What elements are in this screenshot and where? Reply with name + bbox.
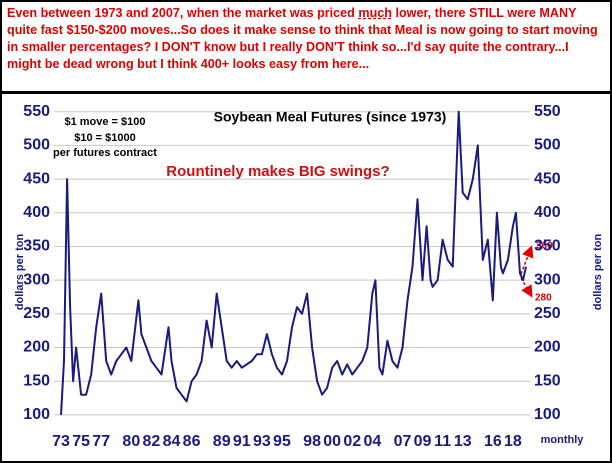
price-line — [60, 110, 527, 415]
y-tick-label: 400 — [23, 204, 50, 221]
annotation: $1 move = $100 — [64, 116, 145, 128]
y-tick-label: 400 — [534, 204, 561, 221]
y-tick-label: 100 — [534, 406, 561, 423]
x-tick-label: 80 — [122, 433, 140, 450]
y-tick-label: 200 — [23, 339, 50, 356]
y-tick-label: 450 — [534, 170, 561, 187]
y-tick-label: 350 — [23, 238, 50, 255]
note-text: lower, there STILL were MANY quite fast … — [7, 6, 598, 71]
y-tick-label: 250 — [23, 305, 50, 322]
x-tick-label: 04 — [363, 433, 381, 450]
x-tick-label: 13 — [454, 433, 472, 450]
y-tick-label: 150 — [534, 372, 561, 389]
y-tick-label: 450 — [23, 170, 50, 187]
x-tick-label: 73 — [52, 433, 70, 450]
x-tick-label: 89 — [213, 433, 231, 450]
annotation: 360 — [536, 241, 553, 252]
x-tick-label: 00 — [323, 433, 341, 450]
x-tick-label: 77 — [92, 433, 110, 450]
x-tick-label: 86 — [183, 433, 201, 450]
annotation: per futures contract — [53, 147, 157, 159]
note-text: Even between 1973 and 2007, when the mar… — [7, 6, 359, 20]
x-tick-label: 09 — [414, 433, 432, 450]
note-emphasis: much — [358, 6, 392, 20]
x-tick-label: 75 — [72, 433, 90, 450]
x-tick-label: 93 — [253, 433, 271, 450]
x-tick-label: 16 — [484, 433, 502, 450]
y-tick-label: 500 — [23, 137, 50, 154]
x-tick-label: 18 — [504, 433, 522, 450]
y-axis-label: dollars per ton — [14, 234, 26, 311]
x-tick-label: 11 — [434, 433, 451, 450]
chart-title: Soybean Meal Futures (since 1973) — [214, 109, 447, 125]
x-axis-label: monthly — [541, 434, 585, 446]
y-tick-label: 300 — [534, 271, 561, 288]
x-tick-label: 02 — [343, 433, 361, 450]
commentary: Even between 1973 and 2007, when the mar… — [2, 2, 610, 94]
annotation: $10 = $1000 — [74, 132, 135, 144]
x-tick-label: 84 — [163, 433, 181, 450]
y-tick-label: 550 — [534, 103, 561, 120]
x-tick-label: 82 — [143, 433, 161, 450]
x-tick-label: 07 — [394, 433, 412, 450]
y-tick-label: 350 — [534, 238, 561, 255]
y-tick-label: 550 — [23, 103, 50, 120]
x-tick-label: 98 — [303, 433, 321, 450]
annotation: 280 — [535, 293, 552, 304]
y-tick-label: 150 — [23, 372, 50, 389]
x-tick-label: 95 — [273, 433, 291, 450]
x-tick-label: 91 — [233, 433, 251, 450]
annotation: Rountinely makes BIG swings? — [166, 163, 389, 180]
y-axis-label: dollars per ton — [592, 234, 604, 311]
y-tick-label: 300 — [23, 271, 50, 288]
y-tick-label: 200 — [534, 339, 561, 356]
y-tick-label: 250 — [534, 305, 561, 322]
arrow — [520, 277, 533, 298]
y-tick-label: 100 — [23, 406, 50, 423]
y-tick-label: 500 — [534, 137, 561, 154]
